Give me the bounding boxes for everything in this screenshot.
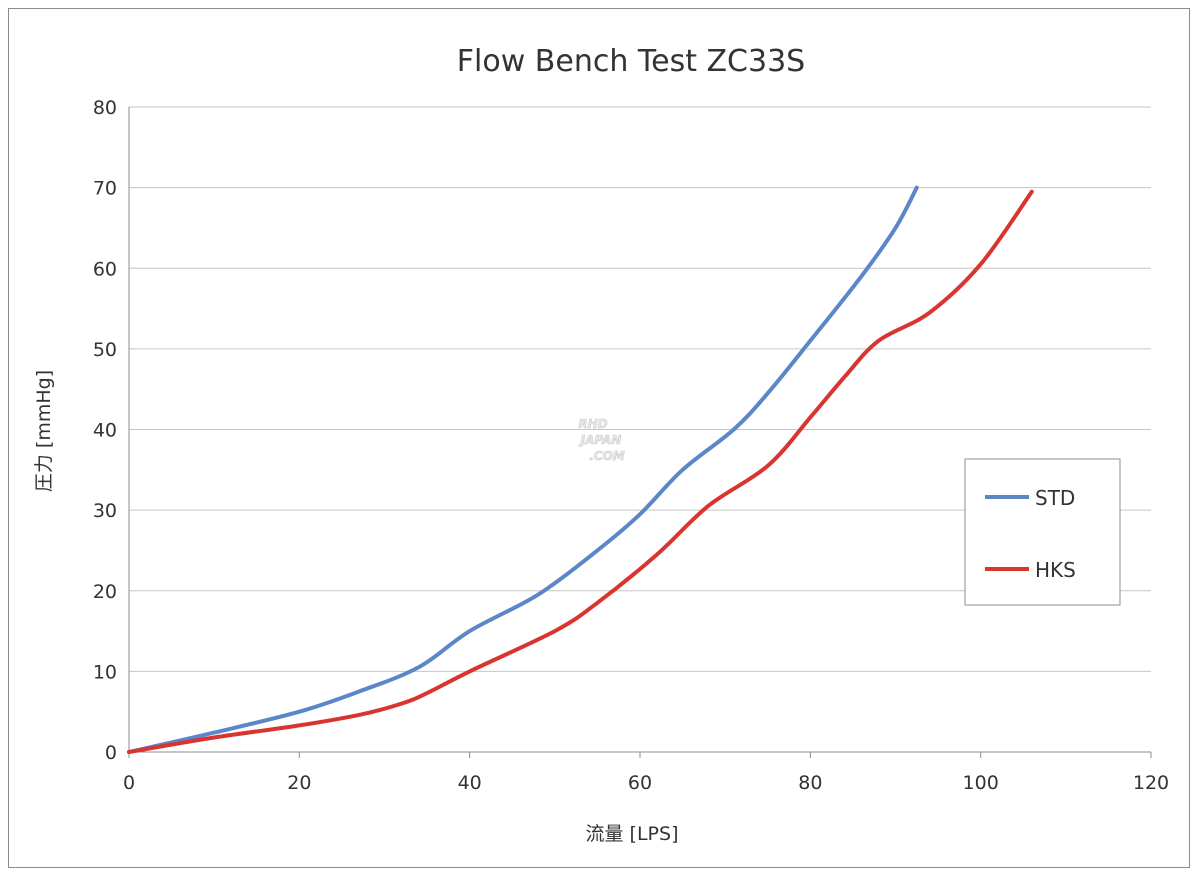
x-tick-labels: 0 20 40 60 80 100 120 [123, 752, 1169, 794]
y-tick-40: 40 [93, 420, 117, 442]
x-tick-100: 100 [963, 772, 999, 794]
x-tick-0: 0 [123, 772, 135, 794]
y-tick-50: 50 [93, 339, 117, 361]
chart-title: Flow Bench Test ZC33S [457, 44, 805, 79]
x-tick-40: 40 [458, 772, 482, 794]
legend-box [964, 458, 1121, 606]
watermark-line-1: RHD [578, 417, 607, 431]
watermark-line-2: JAPAN [579, 433, 622, 447]
legend-label-std: STD [1035, 486, 1075, 510]
y-tick-70: 70 [93, 178, 117, 200]
y-tick-80: 80 [93, 97, 117, 119]
x-tick-80: 80 [798, 772, 822, 794]
x-tick-60: 60 [628, 772, 652, 794]
x-axis-title: 流量 [LPS] [586, 823, 679, 845]
flow-bench-chart: Flow Bench Test ZC33S 01020304050607080 … [33, 44, 1169, 845]
x-tick-120: 120 [1133, 772, 1169, 794]
y-tick-20: 20 [93, 581, 117, 603]
y-tick-labels: 0 10 20 30 40 50 60 70 80 [93, 97, 117, 764]
series-line-hks [127, 189, 1034, 754]
legend-label-hks: HKS [1035, 558, 1076, 582]
grid-lines [129, 106, 1151, 672]
y-tick-30: 30 [93, 500, 117, 522]
y-tick-10: 10 [93, 661, 117, 683]
watermark-line-3: .COM [589, 449, 625, 463]
y-tick-60: 60 [93, 258, 117, 280]
y-axis-title: 圧力 [mmHg] [33, 370, 55, 492]
watermark-logo: RHD JAPAN .COM [578, 417, 625, 464]
series-line-std [127, 185, 919, 754]
chart-frame: Flow Bench Test ZC33S 0 10 20 30 40 50 60 70 80 … [8, 8, 1190, 868]
legend: STD HKS [964, 458, 1121, 606]
y-tick-0: 0 [105, 742, 117, 764]
x-tick-20: 20 [287, 772, 311, 794]
series-lines [127, 185, 1034, 754]
